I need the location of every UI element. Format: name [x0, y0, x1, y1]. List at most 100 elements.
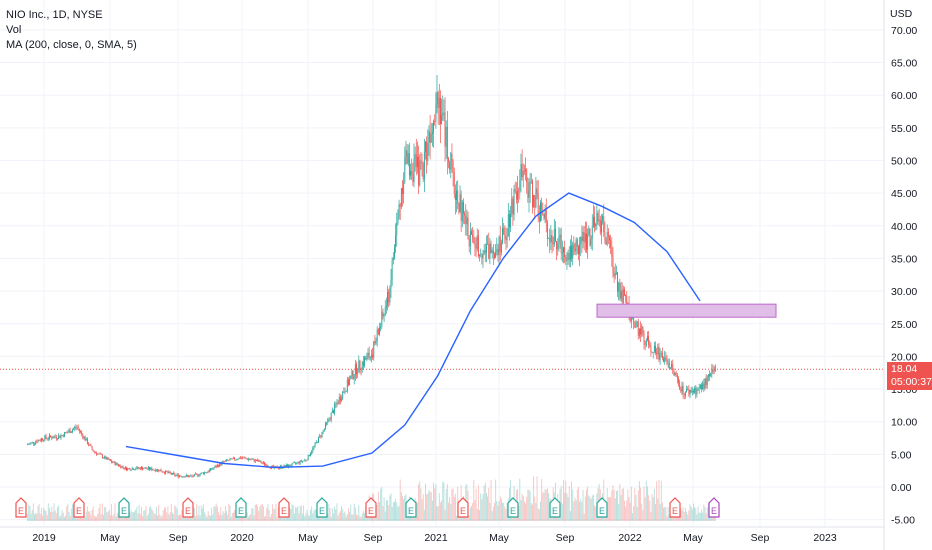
candle-body: [532, 180, 533, 208]
volume-bar: [360, 516, 362, 521]
earnings-flag[interactable]: E: [708, 497, 720, 518]
earnings-flag[interactable]: E: [549, 497, 561, 518]
earnings-flag[interactable]: E: [596, 497, 608, 518]
volume-bar: [637, 490, 639, 521]
candle-body: [492, 250, 494, 254]
ma-indicator-label[interactable]: MA (200, close, 0, SMA, 5): [6, 39, 137, 51]
volume-bar: [174, 505, 176, 521]
candle-body: [459, 194, 461, 212]
volume-bar: [30, 513, 32, 521]
candle-body: [586, 233, 587, 250]
volume-bar: [197, 515, 199, 521]
candle-body: [575, 239, 577, 252]
candle-body: [396, 222, 398, 236]
volume-bar: [196, 504, 198, 521]
candle-body: [353, 375, 355, 380]
candle-body: [338, 397, 340, 404]
candle-body: [561, 252, 563, 254]
volume-bar: [298, 513, 300, 521]
volume-bar: [100, 514, 102, 521]
volume-bar: [361, 513, 363, 521]
candle-body: [167, 471, 169, 473]
volume-bar: [518, 505, 520, 521]
candle-body: [339, 397, 341, 401]
earnings-flag[interactable]: E: [405, 497, 417, 518]
candle-body: [135, 468, 137, 470]
volume-bar: [622, 488, 624, 521]
candle-body: [226, 459, 227, 461]
candle-body: [648, 336, 650, 345]
earnings-flag[interactable]: E: [182, 497, 194, 518]
time-tick-label: 2021: [424, 532, 448, 544]
volume-indicator-label[interactable]: Vol: [6, 24, 22, 36]
volume-bar: [105, 507, 107, 521]
volume-bar: [541, 479, 543, 521]
price-axis-ticks: 70.00 65.00 60.00 55.00 50.00 45.00 40.00 35.00…: [891, 25, 917, 527]
candle-body: [150, 467, 152, 470]
volume-bar: [92, 506, 94, 521]
candle-body: [576, 239, 578, 247]
candle-body: [106, 457, 108, 460]
earnings-flag[interactable]: E: [316, 497, 328, 518]
candle-body: [707, 374, 709, 377]
volume-bar: [220, 507, 222, 521]
candle-body: [245, 457, 247, 459]
candle-body: [695, 388, 697, 395]
volume-bar: [327, 513, 329, 521]
candle-body: [440, 97, 441, 124]
candle-body: [84, 436, 86, 441]
price-tick-label: 25.00: [891, 319, 917, 331]
volume-bar: [339, 511, 341, 521]
candle-body: [421, 161, 423, 165]
volume-bar: [88, 511, 89, 521]
candle-body: [464, 213, 466, 216]
candle-body: [618, 283, 620, 292]
volume-bar: [256, 504, 257, 521]
earnings-flag[interactable]: E: [457, 497, 469, 518]
volume-bar: [305, 513, 307, 521]
earnings-flag[interactable]: E: [15, 497, 27, 518]
earnings-flag[interactable]: E: [235, 497, 247, 518]
volume-bar: [529, 491, 531, 521]
volume-bar: [492, 506, 494, 521]
candle-body: [292, 462, 294, 464]
candle-body: [475, 247, 477, 249]
volume-bar: [652, 497, 654, 521]
candle-body: [182, 476, 184, 477]
candle-body: [174, 473, 176, 476]
volume-bar: [50, 511, 52, 521]
volume-bar: [175, 506, 177, 521]
candle-body: [388, 291, 390, 303]
volume-bar: [390, 493, 392, 521]
volume-bar: [341, 506, 342, 521]
candle-body: [36, 441, 38, 443]
volume-bar: [660, 480, 662, 521]
earnings-flag-shape: [405, 497, 417, 518]
volume-bar: [630, 486, 632, 521]
earnings-flag[interactable]: E: [278, 497, 290, 518]
earnings-flag[interactable]: E: [365, 497, 377, 518]
candle-body: [588, 228, 590, 236]
earnings-flag[interactable]: E: [73, 497, 85, 518]
symbol-title[interactable]: NIO Inc., 1D, NYSE: [6, 9, 103, 21]
candle-body: [66, 432, 68, 434]
earnings-flag[interactable]: E: [669, 497, 681, 518]
candle-body: [122, 466, 124, 468]
volume-bar: [107, 511, 109, 521]
candle-body: [119, 465, 121, 466]
volume-bar: [587, 486, 589, 521]
earnings-flag[interactable]: E: [507, 497, 519, 518]
earnings-flag-letter: E: [599, 506, 605, 516]
earnings-flag[interactable]: E: [118, 497, 130, 518]
candle-body: [243, 457, 245, 459]
volume-bar: [352, 514, 354, 521]
candle-body: [109, 459, 111, 461]
resistance-zone-rectangle[interactable]: [596, 303, 777, 318]
candle-body: [198, 475, 200, 477]
candle-body: [336, 402, 338, 405]
candle-body: [75, 427, 77, 428]
candle-body: [689, 389, 691, 395]
volume-bar: [595, 506, 597, 521]
